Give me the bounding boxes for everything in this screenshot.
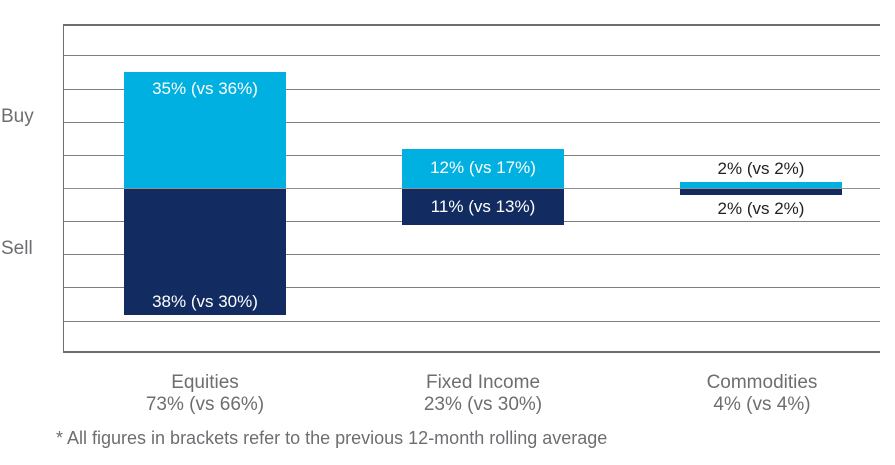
commodities-name: Commodities [706,372,818,393]
axis-label-sell: Sell [1,238,33,259]
fixed-income-sell-label: 11% (vs 13%) [430,196,536,216]
fixed-income-total: 23% (vs 30%) [423,394,543,415]
fixed-income-buy-label: 12% (vs 17%) [430,157,536,177]
gridline-40 [64,55,880,57]
category-label-commodities: Commodities 4% (vs 4%) [652,372,872,416]
gridline--40 [64,320,880,322]
gridline-20 [64,121,880,123]
equities-sell-label: 38% (vs 30%) [152,291,258,311]
fixed-income-sell-bar [402,188,564,225]
fixed-income-name: Fixed Income [425,372,541,393]
chart-footnote: * All figures in brackets refer to the p… [56,428,608,448]
commodities-buy-bar [680,181,842,189]
commodities-sell-label: 2% (vs 2%) [717,199,805,219]
gridline-zero [64,188,880,189]
fixed-income-buy-bar [402,148,564,189]
gridline--30 [64,287,880,289]
commodities-sell-bar [680,188,842,196]
category-label-fixed-income: Fixed Income 23% (vs 30%) [373,372,593,416]
category-label-equities: Equities 73% (vs 66%) [95,372,315,416]
equities-buy-bar [124,72,286,189]
axis-label-buy: Buy [1,106,34,127]
equities-total: 73% (vs 66%) [145,394,265,415]
gridline--20 [64,254,880,256]
plot-area: 35% (vs 36%) 38% (vs 30%) 12% (vs 17%) 11% … [63,24,880,353]
equities-sell-bar [124,188,286,315]
gridline-30 [64,88,880,90]
equities-buy-label: 35% (vs 36%) [152,79,258,99]
equities-name: Equities [171,372,239,393]
commodities-total: 4% (vs 4%) [713,394,811,415]
commodities-buy-label: 2% (vs 2%) [717,158,805,178]
